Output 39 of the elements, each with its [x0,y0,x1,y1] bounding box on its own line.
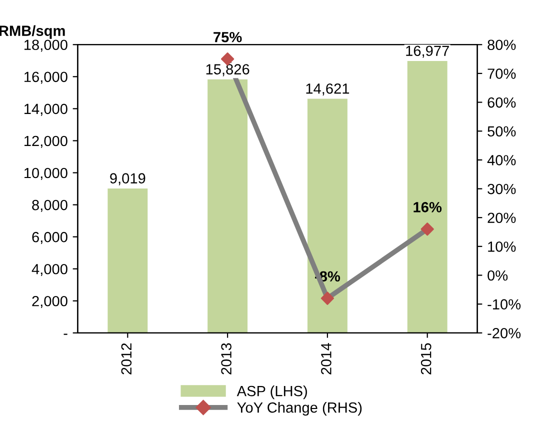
y2-tick-label: 70% [488,68,516,79]
y2-tick-label: -20% [488,328,521,338]
point [320,292,334,305]
y-tick-label: - [64,334,68,335]
y-tick-label: 18,000 [24,40,68,52]
y-tick-label: 6,000 [32,232,68,244]
bar [407,61,448,333]
bar [208,79,248,333]
data-label: 15,826 [206,64,250,76]
y2-tick-label: 30% [488,184,516,194]
x-tick-label: 2012 [121,343,132,374]
data-label: 16% [414,202,442,212]
y2-tick-label: 20% [488,212,516,224]
y-tick-label: 8,000 [32,200,68,212]
legend-label: YoY Change (RHS) [237,402,362,416]
y-tick-label: 4,000 [32,264,68,276]
y2-tick-label: 0% [488,270,508,281]
data-label: 75% [214,32,242,42]
y2-tick-label: -10% [488,299,521,310]
y-tick-label: 16,000 [24,72,68,84]
y2-tick-label: 10% [488,242,516,252]
x-tick-label: 2014 [321,343,332,374]
y2-tick-label: 80% [488,40,516,50]
legend-label: ASP (LHS) [236,386,307,400]
bar [108,188,148,333]
y2-tick-label: 60% [488,97,516,108]
y-tick-label: 14,000 [24,104,68,116]
x-tick-label: 2015 [420,343,432,374]
data-label: 14,621 [306,83,350,96]
y-tick-label: 2,000 [32,296,68,308]
y-tick-label: 10,000 [24,168,68,180]
bar [307,98,348,333]
x-tick-label: 2013 [221,343,232,374]
data-label: 16,977 [406,46,449,58]
y2-tick-label: 50% [488,126,516,137]
y2-tick-label: 40% [487,155,516,166]
y-tick-label: 12,000 [24,136,68,148]
point [420,222,434,236]
data-label: 9,019 [110,173,146,186]
